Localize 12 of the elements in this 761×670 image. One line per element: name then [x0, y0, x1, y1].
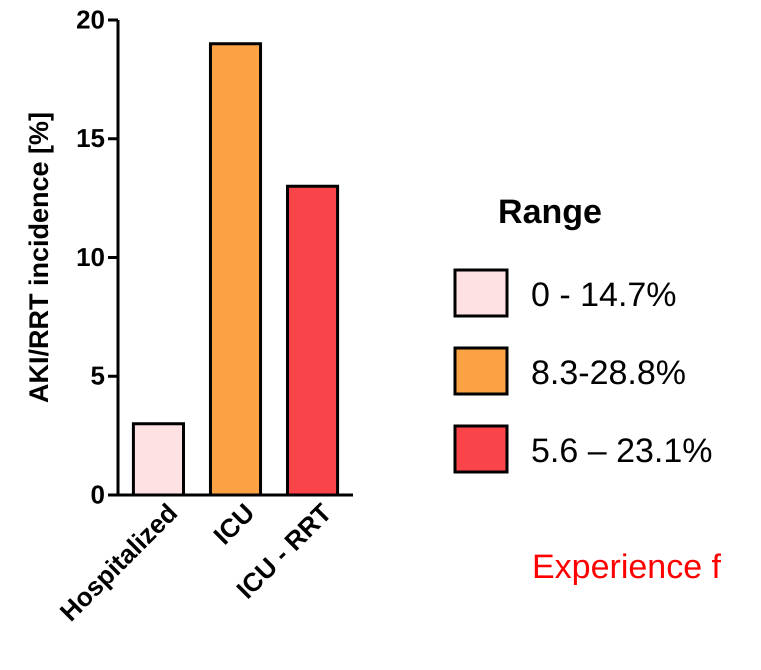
y-tick-label: 20 [76, 4, 105, 34]
legend-label: 5.6 – 23.1% [531, 432, 712, 470]
y-tick-label: 15 [76, 123, 105, 154]
text: Experience f [532, 548, 722, 586]
y-axis-title: AKI/RRT incidence [%] [24, 112, 54, 404]
y-tick-label: 5 [90, 360, 105, 391]
x-tick-label: ICU [207, 498, 260, 550]
y-tick-label: 0 [90, 479, 105, 510]
y-tick-label: 10 [76, 242, 105, 272]
legend-title: Range [498, 193, 602, 231]
legend-label: 0 - 14.7% [531, 276, 677, 314]
legend-label: 8.3-28.8% [531, 354, 686, 392]
